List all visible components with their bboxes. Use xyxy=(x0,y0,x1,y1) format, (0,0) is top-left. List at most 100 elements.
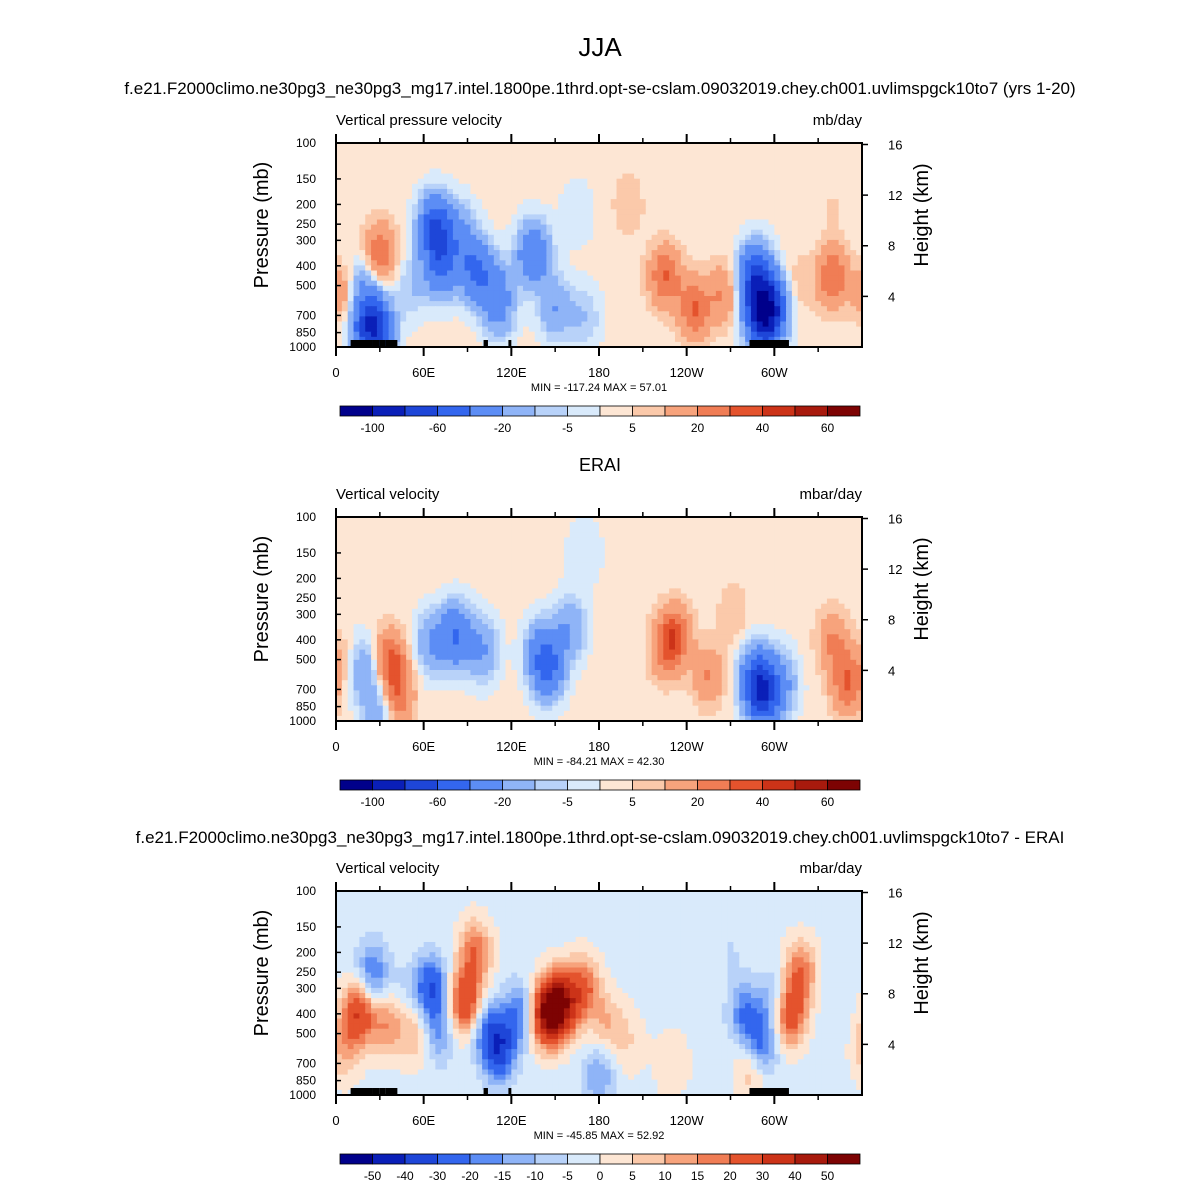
contour-cell xyxy=(622,239,629,246)
contour-cell xyxy=(844,255,851,261)
contour-cell xyxy=(721,214,729,221)
contour-cell xyxy=(669,301,676,307)
contour-cell xyxy=(336,517,343,523)
contour-cell xyxy=(715,204,723,210)
contour-cell xyxy=(786,301,793,307)
contour-cell xyxy=(674,522,682,528)
contour-cell xyxy=(610,143,618,149)
contour-cell xyxy=(458,552,466,559)
contour-cell xyxy=(511,199,518,205)
contour-cell xyxy=(686,229,694,236)
contour-cell xyxy=(441,255,448,261)
contour-cell xyxy=(756,188,764,195)
contour-cell xyxy=(704,527,711,533)
contour-cell xyxy=(406,183,413,190)
contour-cell xyxy=(394,183,401,190)
contour-cell xyxy=(388,204,396,210)
contour-cell xyxy=(482,552,489,559)
contour-cell xyxy=(429,183,436,190)
contour-cell xyxy=(435,573,442,579)
contour-cell xyxy=(417,260,425,266)
contour-cell xyxy=(382,275,390,282)
contour-cell xyxy=(850,537,857,544)
contour-cell xyxy=(505,183,512,190)
contour-cell xyxy=(528,517,536,523)
contour-cell xyxy=(499,583,507,589)
contour-cell xyxy=(797,224,805,231)
contour-cell xyxy=(417,296,425,302)
contour-cell xyxy=(493,178,501,185)
contour-cell xyxy=(674,547,682,554)
contour-cell xyxy=(546,336,553,343)
contour-cell xyxy=(815,224,822,231)
contour-cell xyxy=(447,178,454,185)
contour-cell xyxy=(552,270,559,277)
contour-cell xyxy=(616,542,623,549)
contour-cell xyxy=(821,209,828,215)
contour-cell xyxy=(780,562,787,569)
contour-cell xyxy=(791,537,799,544)
contour-cell xyxy=(756,265,764,272)
contour-cell xyxy=(628,306,635,312)
contour-cell xyxy=(645,229,653,236)
contour-cell xyxy=(856,183,862,190)
contour-cell xyxy=(856,234,862,241)
contour-cell xyxy=(657,194,664,200)
contour-cell xyxy=(745,234,752,241)
contour-cell xyxy=(715,275,723,282)
contour-cell xyxy=(417,301,425,307)
contour-cell xyxy=(727,557,735,564)
contour-cell xyxy=(382,336,390,343)
contour-cell xyxy=(546,547,553,554)
contour-cell xyxy=(704,143,711,149)
contour-cell xyxy=(487,214,495,221)
contour-cell xyxy=(382,194,390,200)
contour-cell xyxy=(511,224,518,231)
contour-cell xyxy=(487,158,495,164)
contour-cell xyxy=(558,285,565,292)
contour-cell xyxy=(371,178,378,185)
contour-cell xyxy=(780,183,787,190)
contour-cell xyxy=(797,188,805,195)
contour-cell xyxy=(534,311,542,317)
contour-cell xyxy=(371,316,378,323)
contour-cell xyxy=(447,194,454,200)
contour-cell xyxy=(791,158,799,164)
contour-cell xyxy=(447,163,454,170)
contour-cell xyxy=(359,285,366,292)
contour-cell xyxy=(803,275,810,282)
contour-cell xyxy=(365,194,372,200)
contour-cell xyxy=(604,301,612,307)
contour-cell xyxy=(698,153,705,159)
contour-cell xyxy=(423,265,431,272)
contour-cell xyxy=(528,209,536,215)
contour-cell xyxy=(487,578,495,584)
contour-cell xyxy=(376,214,384,221)
contour-cell xyxy=(546,316,553,323)
contour-cell xyxy=(803,532,810,538)
contour-cell xyxy=(797,547,805,554)
contour-cell xyxy=(388,532,396,538)
contour-cell xyxy=(680,522,688,528)
contour-cell xyxy=(575,214,583,221)
contour-cell xyxy=(733,542,740,549)
contour-cell xyxy=(821,562,828,569)
contour-cell xyxy=(774,573,781,579)
contour-cell xyxy=(622,537,629,544)
contour-cell xyxy=(838,219,846,226)
contour-cell xyxy=(575,336,583,343)
contour-cell xyxy=(528,178,536,185)
contour-cell xyxy=(458,583,466,589)
contour-cell xyxy=(768,270,775,277)
contour-cell xyxy=(470,148,477,154)
contour-cell xyxy=(756,280,764,287)
contour-cell xyxy=(575,532,583,538)
contour-cell xyxy=(493,275,501,282)
contour-cell xyxy=(552,219,559,226)
contour-cell xyxy=(826,245,834,251)
contour-cell xyxy=(634,578,641,584)
contour-cell xyxy=(417,173,425,180)
contour-cell xyxy=(745,296,752,302)
contour-cell xyxy=(680,194,688,200)
contour-cell xyxy=(558,178,565,185)
